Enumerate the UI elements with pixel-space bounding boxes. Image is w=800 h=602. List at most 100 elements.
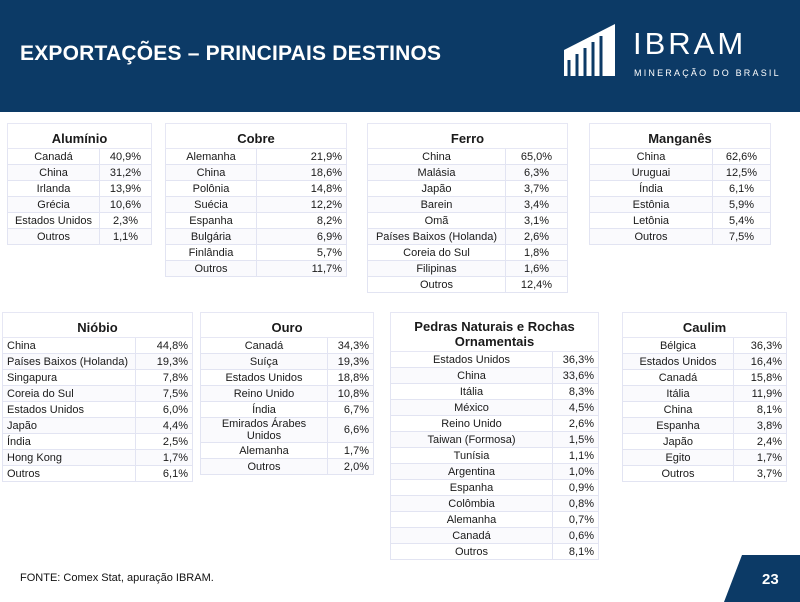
table-row: Índia 6,7%	[200, 401, 374, 418]
country-cell: Outros	[390, 543, 553, 560]
page-title: EXPORTAÇÕES – PRINCIPAIS DESTINOS	[20, 42, 442, 65]
table-row: Tunísia 1,1%	[390, 447, 599, 464]
table-row: México 4,5%	[390, 399, 599, 416]
share-cell: 11,9%	[733, 385, 787, 402]
table-niobio: Nióbio China 44,8% Países Baixos (Holanda) 1…	[2, 312, 193, 482]
share-cell: 8,1%	[733, 401, 787, 418]
share-cell: 12,2%	[256, 196, 347, 213]
share-cell: 0,8%	[552, 495, 599, 512]
country-cell: Estados Unidos	[2, 401, 136, 418]
share-cell: 10,8%	[327, 385, 374, 402]
country-cell: Índia	[2, 433, 136, 450]
table-row: China 8,1%	[622, 401, 787, 418]
share-cell: 33,6%	[552, 367, 599, 384]
table-title-cobre: Cobre	[165, 123, 347, 149]
table-row: Emirados Árabes Unidos 6,6%	[200, 417, 374, 443]
table-row: China 18,6%	[165, 164, 347, 181]
share-cell: 11,7%	[256, 260, 347, 277]
table-row: Espanha 3,8%	[622, 417, 787, 434]
country-cell: Suécia	[165, 196, 257, 213]
table-row: Coreia do Sul 7,5%	[2, 385, 193, 402]
table-row: Alemanha 1,7%	[200, 442, 374, 459]
country-cell: Japão	[622, 433, 734, 450]
table-row: Outros 7,5%	[589, 228, 771, 245]
share-cell: 12,5%	[712, 164, 771, 181]
country-cell: Argentina	[390, 463, 553, 480]
share-cell: 62,6%	[712, 148, 771, 165]
table-title-ferro: Ferro	[367, 123, 568, 149]
country-cell: Finlândia	[165, 244, 257, 261]
table-row: Colômbia 0,8%	[390, 495, 599, 512]
share-cell: 1,8%	[505, 244, 568, 261]
table-row: Finlândia 5,7%	[165, 244, 347, 261]
country-cell: Grécia	[7, 196, 100, 213]
share-cell: 3,4%	[505, 196, 568, 213]
country-cell: Barein	[367, 196, 506, 213]
table-row: Estados Unidos 18,8%	[200, 369, 374, 386]
table-row: Malásia 6,3%	[367, 164, 568, 181]
table-row: Canadá 15,8%	[622, 369, 787, 386]
table-row: Itália 8,3%	[390, 383, 599, 400]
country-cell: Irlanda	[7, 180, 100, 197]
table-ferro: Ferro China 65,0% Malásia 6,3% Japão 3,7% Barei…	[367, 123, 568, 293]
table-row: Estônia 5,9%	[589, 196, 771, 213]
country-cell: Coreia do Sul	[367, 244, 506, 261]
table-row: Estados Unidos 16,4%	[622, 353, 787, 370]
share-cell: 2,5%	[135, 433, 193, 450]
share-cell: 6,0%	[135, 401, 193, 418]
country-cell: Canadá	[390, 527, 553, 544]
country-cell: Singapura	[2, 369, 136, 386]
country-cell: Tunísia	[390, 447, 553, 464]
table-row: Outros 3,7%	[622, 465, 787, 482]
share-cell: 36,3%	[733, 337, 787, 354]
share-cell: 1,7%	[327, 442, 374, 459]
share-cell: 7,8%	[135, 369, 193, 386]
country-cell: Estados Unidos	[622, 353, 734, 370]
share-cell: 7,5%	[712, 228, 771, 245]
share-cell: 7,5%	[135, 385, 193, 402]
table-ouro: Ouro Canadá 34,3% Suíça 19,3% Estados Unidos 1…	[200, 312, 374, 475]
share-cell: 31,2%	[99, 164, 152, 181]
table-row: Índia 2,5%	[2, 433, 193, 450]
share-cell: 3,7%	[505, 180, 568, 197]
logo-wordmark: IBRAM	[633, 26, 747, 61]
table-row: Singapura 7,8%	[2, 369, 193, 386]
country-cell: Países Baixos (Holanda)	[2, 353, 136, 370]
share-cell: 1,0%	[552, 463, 599, 480]
share-cell: 10,6%	[99, 196, 152, 213]
table-row: Países Baixos (Holanda) 2,6%	[367, 228, 568, 245]
share-cell: 44,8%	[135, 337, 193, 354]
share-cell: 1,5%	[552, 431, 599, 448]
share-cell: 2,4%	[733, 433, 787, 450]
table-row: Estados Unidos 2,3%	[7, 212, 152, 229]
country-cell: Índia	[589, 180, 713, 197]
country-cell: Estados Unidos	[200, 369, 328, 386]
country-cell: Outros	[165, 260, 257, 277]
table-row: Itália 11,9%	[622, 385, 787, 402]
share-cell: 34,3%	[327, 337, 374, 354]
country-cell: Egito	[622, 449, 734, 466]
country-cell: Outros	[622, 465, 734, 482]
table-row: China 33,6%	[390, 367, 599, 384]
country-cell: Reino Unido	[200, 385, 328, 402]
country-cell: China	[2, 337, 136, 354]
country-cell: China	[7, 164, 100, 181]
table-row: Canadá 40,9%	[7, 148, 152, 165]
country-cell: China	[390, 367, 553, 384]
table-row: Argentina 1,0%	[390, 463, 599, 480]
share-cell: 3,8%	[733, 417, 787, 434]
share-cell: 0,6%	[552, 527, 599, 544]
share-cell: 5,4%	[712, 212, 771, 229]
share-cell: 6,1%	[135, 465, 193, 482]
table-title-ouro: Ouro	[200, 312, 374, 338]
table-row: Grécia 10,6%	[7, 196, 152, 213]
share-cell: 1,6%	[505, 260, 568, 277]
country-cell: Espanha	[390, 479, 553, 496]
table-manganes: Manganês China 62,6% Uruguai 12,5% Índia 6,1% E…	[589, 123, 771, 245]
table-row: Japão 4,4%	[2, 417, 193, 434]
logo-bars-icon	[564, 24, 615, 76]
country-cell: Emirados Árabes Unidos	[200, 417, 328, 443]
table-title-caulim: Caulim	[622, 312, 787, 338]
share-cell: 5,7%	[256, 244, 347, 261]
table-row: China 62,6%	[589, 148, 771, 165]
